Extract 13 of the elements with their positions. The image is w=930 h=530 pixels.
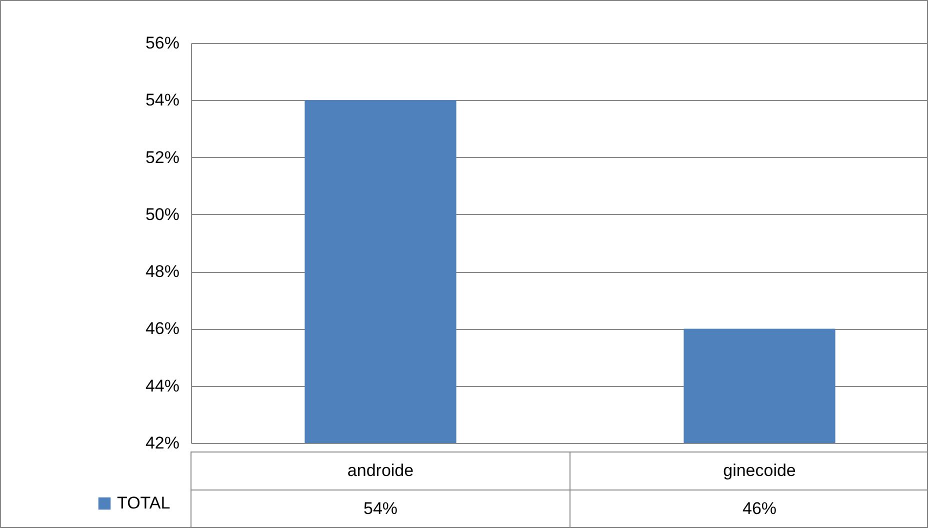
- y-tick-label: 50%: [145, 204, 180, 224]
- x-tick-label: androide: [347, 461, 414, 480]
- y-tick-label: 52%: [145, 148, 180, 167]
- data-label: 46%: [742, 499, 777, 518]
- y-tick-label: 48%: [145, 262, 180, 282]
- y-tick-label: 46%: [145, 319, 180, 338]
- y-tick-label: 42%: [145, 434, 180, 452]
- y-tick-label: 44%: [145, 376, 180, 396]
- x-tick-label: ginecoide: [723, 461, 796, 480]
- legend-label: TOTAL: [117, 494, 170, 512]
- y-tick-label: 56%: [145, 34, 180, 52]
- data-label: 54%: [363, 499, 398, 518]
- y-tick-label: 54%: [145, 90, 180, 110]
